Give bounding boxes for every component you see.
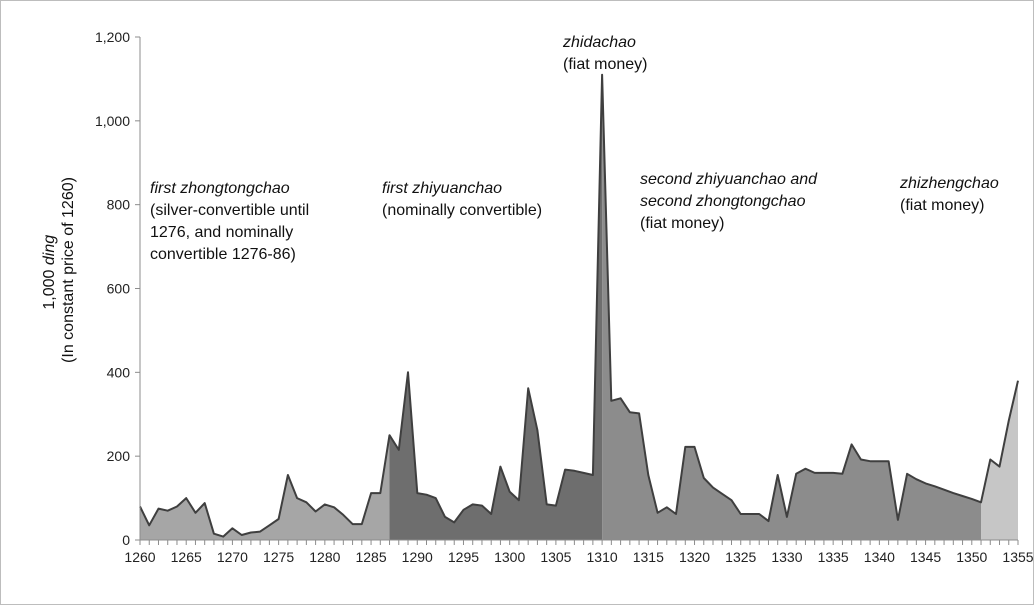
series-line bbox=[139, 73, 1019, 538]
x-tick-label: 1315 bbox=[633, 549, 664, 565]
x-tick-label: 1305 bbox=[540, 549, 571, 565]
annotation-line: zhizhengchao bbox=[899, 175, 999, 192]
x-tick-label: 1290 bbox=[402, 549, 433, 565]
annotation-line: (fiat money) bbox=[640, 215, 724, 232]
y-axis-label-line1: 1,000 ding bbox=[41, 235, 58, 310]
annotation-line: (silver-convertible until bbox=[150, 202, 309, 219]
period-area-2 bbox=[389, 74, 603, 540]
x-tick-label: 1295 bbox=[448, 549, 479, 565]
y-tick-label: 800 bbox=[107, 197, 131, 213]
x-tick-label: 1270 bbox=[217, 549, 248, 565]
y-tick-label: 0 bbox=[122, 532, 130, 548]
x-tick-label: 1275 bbox=[263, 549, 294, 565]
x-tick-label: 1320 bbox=[679, 549, 710, 565]
annotation-line: (nominally convertible) bbox=[382, 202, 542, 219]
annotation-zhongtong: first zhongtongchao (silver-convertible u… bbox=[150, 180, 309, 263]
y-tick-label: 400 bbox=[107, 364, 131, 380]
annotation-second: second zhiyuanchao and second zhongtongch… bbox=[640, 171, 818, 232]
x-tick-label: 1325 bbox=[725, 549, 756, 565]
y-axis-label-line2: (In constant price of 1260) bbox=[60, 177, 77, 363]
annotation-line: convertible 1276-86) bbox=[150, 246, 296, 263]
y-axis-label: 1,000 ding (In constant price of 1260) bbox=[41, 177, 77, 363]
x-ticks: 1260 1265 1270 1275 1280 1285 1290 1295 1300 1305… bbox=[124, 540, 1034, 565]
x-tick-label: 1340 bbox=[864, 549, 895, 565]
period-area-3 bbox=[602, 74, 982, 540]
x-tick-label: 1280 bbox=[309, 549, 340, 565]
annotations: first zhongtongchao (silver-convertible u… bbox=[150, 34, 999, 263]
annotation-line: first zhongtongchao bbox=[150, 180, 290, 197]
annotation-zhiyuan: first zhiyuanchao (nominally convertible) bbox=[382, 180, 542, 219]
annotation-line: zhidachao bbox=[562, 34, 636, 51]
annotation-line: first zhiyuanchao bbox=[382, 180, 502, 197]
y-ticks: 0 200 400 600 800 1,000 1,200 bbox=[95, 29, 140, 548]
y-tick-label: 600 bbox=[107, 281, 131, 297]
annotation-line: (fiat money) bbox=[563, 56, 647, 73]
annotation-line: (fiat money) bbox=[900, 197, 984, 214]
annotation-line: second zhongtongchao bbox=[640, 193, 806, 210]
x-tick-label: 1355 bbox=[1002, 549, 1033, 565]
y-tick-label: 200 bbox=[107, 448, 131, 464]
x-tick-label: 1265 bbox=[171, 549, 202, 565]
period-area-4 bbox=[981, 380, 1018, 540]
x-tick-label: 1260 bbox=[124, 549, 155, 565]
period-area-1 bbox=[140, 435, 390, 540]
x-tick-label: 1345 bbox=[910, 549, 941, 565]
period-areas bbox=[140, 74, 1018, 540]
x-tick-label: 1330 bbox=[771, 549, 802, 565]
x-tick-label: 1350 bbox=[956, 549, 987, 565]
y-tick-label: 1,200 bbox=[95, 29, 130, 45]
x-tick-label: 1300 bbox=[494, 549, 525, 565]
x-tick-label: 1310 bbox=[587, 549, 618, 565]
annotation-zhizheng: zhizhengchao (fiat money) bbox=[899, 175, 999, 214]
annotation-line: second zhiyuanchao and bbox=[640, 171, 818, 188]
y-tick-label: 1,000 bbox=[95, 113, 130, 129]
annotation-zhida: zhidachao (fiat money) bbox=[562, 34, 647, 73]
x-tick-label: 1285 bbox=[355, 549, 386, 565]
annotation-line: 1276, and nominally bbox=[150, 224, 293, 241]
x-tick-label: 1335 bbox=[818, 549, 849, 565]
